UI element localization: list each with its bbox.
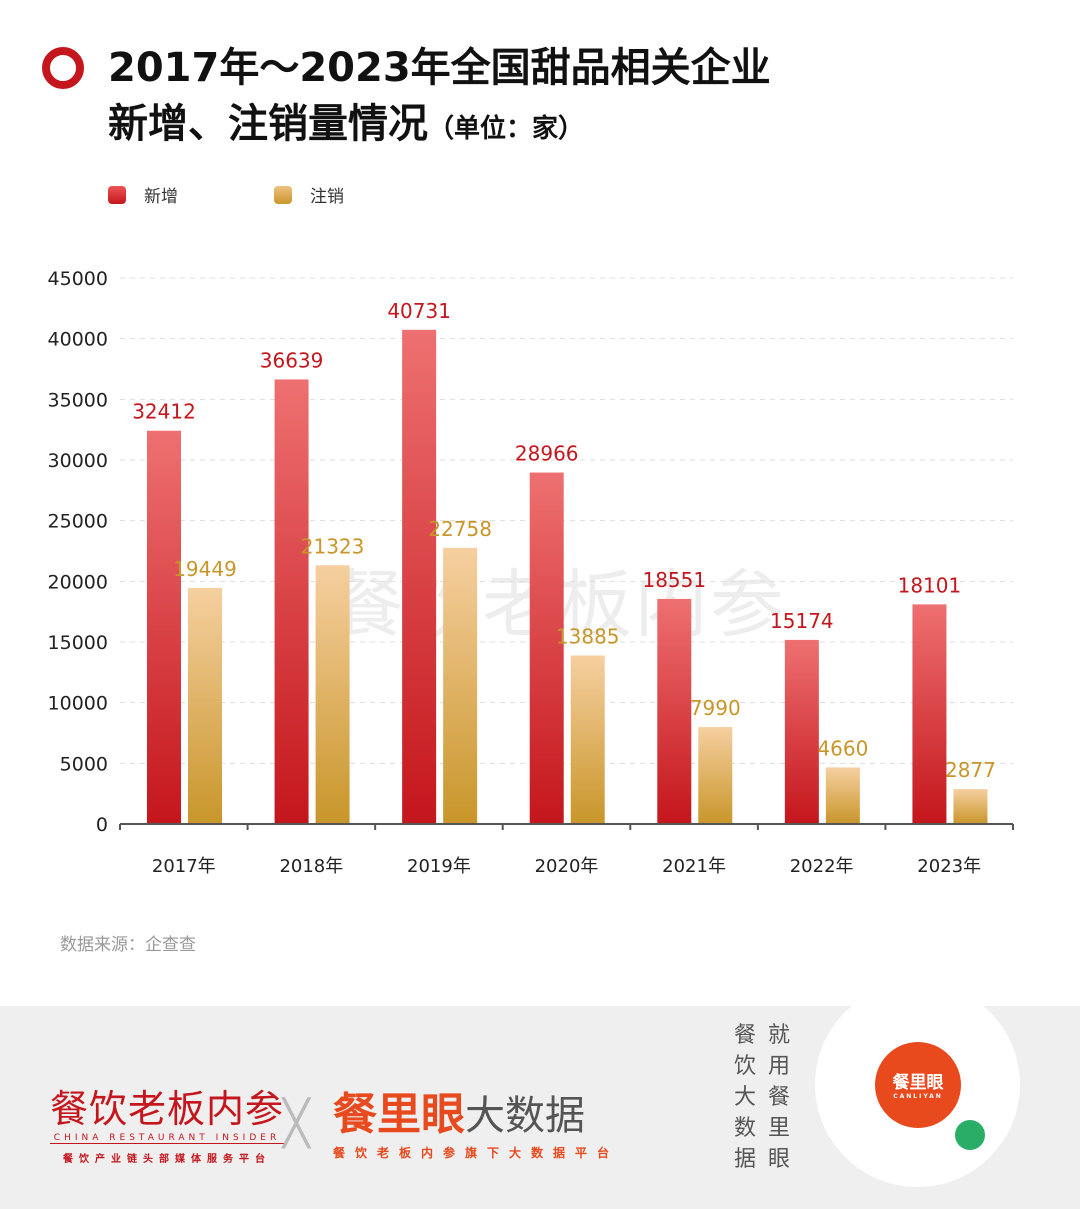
x-tick-label: 2022年: [790, 856, 854, 877]
bar-new: [784, 639, 819, 824]
bar-cancel: [443, 547, 478, 824]
bar-chart: 0 5000 10000 15000 20000 25000 30000 35000 40000…: [48, 268, 1014, 877]
x-tick-label: 2023年: [917, 856, 981, 877]
legend-item-new: 新增: [108, 182, 178, 207]
data-label: 15174: [770, 609, 834, 633]
y-tick-label: 0: [96, 814, 108, 836]
data-label: 13885: [556, 625, 620, 649]
y-tick-label: 25000: [48, 511, 108, 533]
y-tick-label: 20000: [48, 571, 108, 593]
data-label: 18551: [642, 568, 706, 592]
bar-cancel: [825, 767, 860, 824]
data-label: 40731: [387, 299, 451, 323]
logo-china-restaurant-insider: 餐饮老板内参 CHINA RESTAURANT INSIDER 餐饮产业链头部媒…: [50, 1087, 285, 1165]
bar-new: [912, 604, 947, 824]
x-tick-label: 2017年: [152, 856, 216, 877]
y-tick-label: 15000: [48, 632, 108, 654]
slogan-col2: 餐饮大数据: [733, 1023, 756, 1172]
slogan-col1: 就用餐里眼: [767, 1023, 790, 1172]
bar-cancel: [953, 789, 988, 824]
title-ring-icon: [42, 47, 84, 89]
bar-new: [274, 379, 309, 824]
y-tick-label: 40000: [48, 329, 108, 351]
y-tick-label: 10000: [48, 693, 108, 715]
data-label: 19449: [173, 557, 237, 581]
data-label: 2877: [945, 758, 996, 782]
data-label: 21323: [301, 534, 365, 558]
y-tick-label: 5000: [60, 753, 108, 775]
chart-title: 2017年～2023年全国甜品相关企业 新增、注销量情况（单位：家）: [108, 45, 771, 147]
bar-cancel: [188, 588, 222, 824]
qr-code[interactable]: 餐里眼 CANLIYAN: [815, 982, 1020, 1187]
y-tick-label: 35000: [48, 389, 108, 411]
data-source: 数据来源：企查查: [60, 935, 196, 955]
bar-cancel: [698, 727, 733, 824]
bar-new: [402, 329, 437, 824]
legend-item-cancel: 注销: [274, 182, 344, 207]
x-tick-label: 2018年: [279, 856, 343, 877]
data-label: 18101: [898, 573, 962, 597]
data-label: 4660: [817, 736, 868, 760]
logo-canliyan: 餐里眼大数据 餐饮老板内参旗下大数据平台: [333, 1089, 620, 1160]
bar-new: [529, 472, 564, 824]
y-tick-label: 45000: [48, 268, 108, 290]
x-tick-label: 2021年: [662, 856, 726, 877]
bar-cancel: [315, 565, 350, 824]
bar-cancel: [570, 655, 605, 824]
data-label: 22758: [428, 517, 492, 541]
footer: 餐饮老板内参 CHINA RESTAURANT INSIDER 餐饮产业链头部媒…: [0, 982, 1080, 1209]
data-label: 7990: [690, 696, 741, 720]
y-tick-label: 30000: [48, 450, 108, 472]
data-label: 36639: [260, 348, 324, 372]
x-tick-label: 2020年: [535, 856, 599, 877]
bar-new: [657, 598, 692, 824]
data-label: 32412: [132, 400, 196, 424]
cross-icon: ╳: [283, 1098, 310, 1149]
bar-new: [147, 430, 181, 824]
x-tick-label: 2019年: [407, 856, 471, 877]
mini-program-icon: [955, 1120, 985, 1150]
data-label: 28966: [515, 442, 579, 466]
